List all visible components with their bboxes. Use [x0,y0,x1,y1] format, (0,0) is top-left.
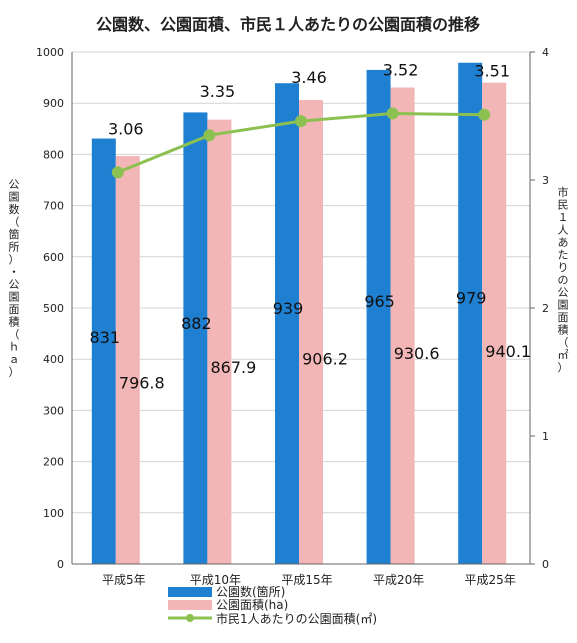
legend-swatch-park-count [168,587,212,597]
y2-axis-label-char: り [558,261,569,274]
y-tick-label: 300 [43,404,64,417]
ratio-point [478,108,491,121]
y-axis-label-char: 園 [9,191,20,204]
data-label-park-area: 796.8 [119,374,165,393]
bar-park-area [482,82,507,565]
bar-park-count [91,138,116,564]
y2-axis-label-char: 民 [558,199,569,212]
y-axis-label-char: 公 [9,278,20,291]
y-axis-label-char: ａ [9,353,20,366]
y-axis-label-right: 市民１人あたりの公園面積（㎡） [558,185,569,374]
legend-marker-ratio [186,614,194,622]
y-axis-label-char: ） [9,253,20,266]
bar-park-area [207,119,232,565]
ratio-point [295,115,307,128]
y-axis-label-char: 所 [9,241,20,254]
y2-axis-label-char: 公 [558,286,569,299]
ratio-point [386,107,399,120]
y2-axis-label-char: 積 [558,323,569,337]
y-tick-label: 0 [57,558,64,571]
data-label-park-count: 831 [90,328,121,347]
data-label-park-area: 906.2 [302,349,348,368]
y2-tick-label: 3 [542,174,549,187]
bar-park-area [299,100,323,564]
y-axis-label-char: 数 [9,203,20,216]
legend-label-ratio: 市民1人あたりの公園面積(㎡) [216,611,377,626]
data-label-ratio: 3.52 [383,60,419,79]
y2-axis-label-char: 面 [558,311,569,324]
y2-axis-label-char: ） [558,361,569,374]
y-axis-label-char: 公 [9,178,20,191]
y-tick-label: 700 [43,200,64,213]
y2-axis-label-char: 園 [558,299,569,312]
chart-title: 公園数、公園面積、市民１人あたりの公園面積の推移 [96,15,480,34]
legend-label-park-area: 公園面積(ha) [216,597,288,612]
bar-park-area [390,87,415,564]
data-label-ratio: 3.46 [291,68,327,87]
y-axis-label-left: 公園数（箇所）・公園面積（ｈａ） [9,178,20,379]
y2-axis-label-char: あ [558,236,569,249]
y2-tick-label: 1 [542,430,549,443]
x-tick-label: 平成25年 [465,573,516,587]
y2-axis-label-char: ㎡ [558,349,569,362]
y-axis-label-char: （ [9,328,20,341]
ratio-point [203,129,216,142]
y-tick-label: 900 [43,97,64,110]
data-label-ratio: 3.35 [200,82,236,101]
y2-axis-label-char: の [558,274,569,287]
data-label-ratio: 3.06 [108,119,144,138]
data-label-park-area: 867.9 [210,358,256,377]
y-tick-label: 200 [43,456,64,469]
bars [91,62,507,565]
y-axis-label-char: （ [9,216,20,229]
ratio-point [111,166,124,179]
data-label-park-count: 965 [364,292,395,311]
data-label-ratio: 3.51 [474,62,510,81]
y-tick-label: 100 [43,507,64,520]
data-label-park-area: 940.1 [485,342,531,361]
y-axis-label-char: 箇 [9,227,20,241]
bar-park-count [458,62,483,564]
data-label-park-count: 939 [273,299,304,318]
data-labels: 831 796.8 882 867.9 939 906.2 965 930.6 979 940.1… [90,60,532,392]
bar-park-count [275,83,299,565]
legend-label-park-count: 公園数(箇所) [216,584,285,599]
y-axis-label-char: 面 [9,303,20,316]
axes: 0 100 200 300 400 500 600 700 800 900 1000 0 1 2 3 4 平成5… [36,46,549,587]
y2-tick-label: 4 [542,46,549,59]
y2-tick-label: 0 [542,558,549,571]
y-tick-label: 400 [43,353,64,366]
y2-axis-label-char: 人 [558,224,569,237]
data-label-park-count: 979 [456,288,487,307]
y-axis-label-char: ｈ [9,341,20,354]
y2-tick-label: 2 [542,302,549,315]
y2-axis-label-char: （ [558,336,569,349]
y-axis-label-char: ・ [9,266,20,279]
bar-park-area [115,156,140,565]
y-tick-label: 800 [43,148,64,161]
y-tick-label: 1000 [36,46,64,59]
x-tick-label: 平成20年 [373,573,424,587]
y2-axis-label-char: た [558,249,569,262]
y2-axis-label-char: 市 [558,185,569,199]
y-axis-label-char: 積 [9,315,20,329]
ratio-line [111,107,491,179]
bar-park-count [183,112,208,564]
y-tick-label: 500 [43,302,64,315]
y-tick-label: 600 [43,251,64,264]
legend: 公園数(箇所)公園面積(ha)市民1人あたりの公園面積(㎡) [168,584,377,626]
x-tick-label: 平成10年 [190,573,241,587]
x-tick-label: 平成5年 [102,573,146,587]
y-axis-label-char: 園 [9,291,20,304]
legend-swatch-park-area [168,600,212,610]
data-label-park-count: 882 [181,314,212,333]
data-label-park-area: 930.6 [394,344,440,363]
x-tick-label: 平成15年 [281,573,332,587]
y-axis-label-char: ） [9,366,20,379]
y2-axis-label-char: １ [558,211,569,224]
bar-park-count [366,69,391,565]
